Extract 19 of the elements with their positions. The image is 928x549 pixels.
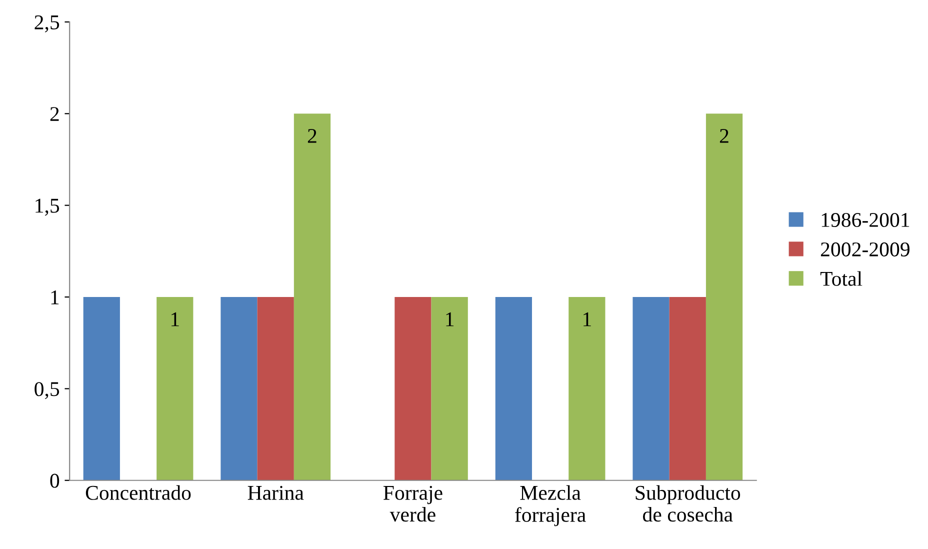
x-tick-label: Mezcla forrajera bbox=[515, 485, 586, 526]
legend-label: 1986-2001 bbox=[822, 212, 910, 228]
legend-label: 2002-2009 bbox=[820, 242, 910, 256]
y-tick-label: 2 bbox=[50, 107, 59, 121]
x-tick-label: Concentrado bbox=[86, 485, 191, 500]
data-label: 1 bbox=[446, 312, 454, 326]
y-tick-label: 0 bbox=[50, 474, 60, 488]
data-label: 1 bbox=[172, 312, 179, 326]
data-label: 1 bbox=[584, 312, 591, 326]
x-tick-label: Forraje verde bbox=[383, 486, 442, 522]
data-label: 2 bbox=[308, 128, 316, 143]
y-tick-label: 0,5 bbox=[34, 382, 60, 400]
x-tick-label: Harina bbox=[248, 486, 304, 500]
y-tick-label: 2,5 bbox=[34, 15, 60, 32]
y-tick-label: 1 bbox=[51, 290, 59, 304]
legend-label: Total bbox=[820, 271, 862, 286]
y-tick-label: 1,5 bbox=[36, 198, 60, 216]
data-label: 2 bbox=[720, 128, 728, 143]
x-tick-label: Subproducto de cosecha bbox=[636, 485, 740, 522]
